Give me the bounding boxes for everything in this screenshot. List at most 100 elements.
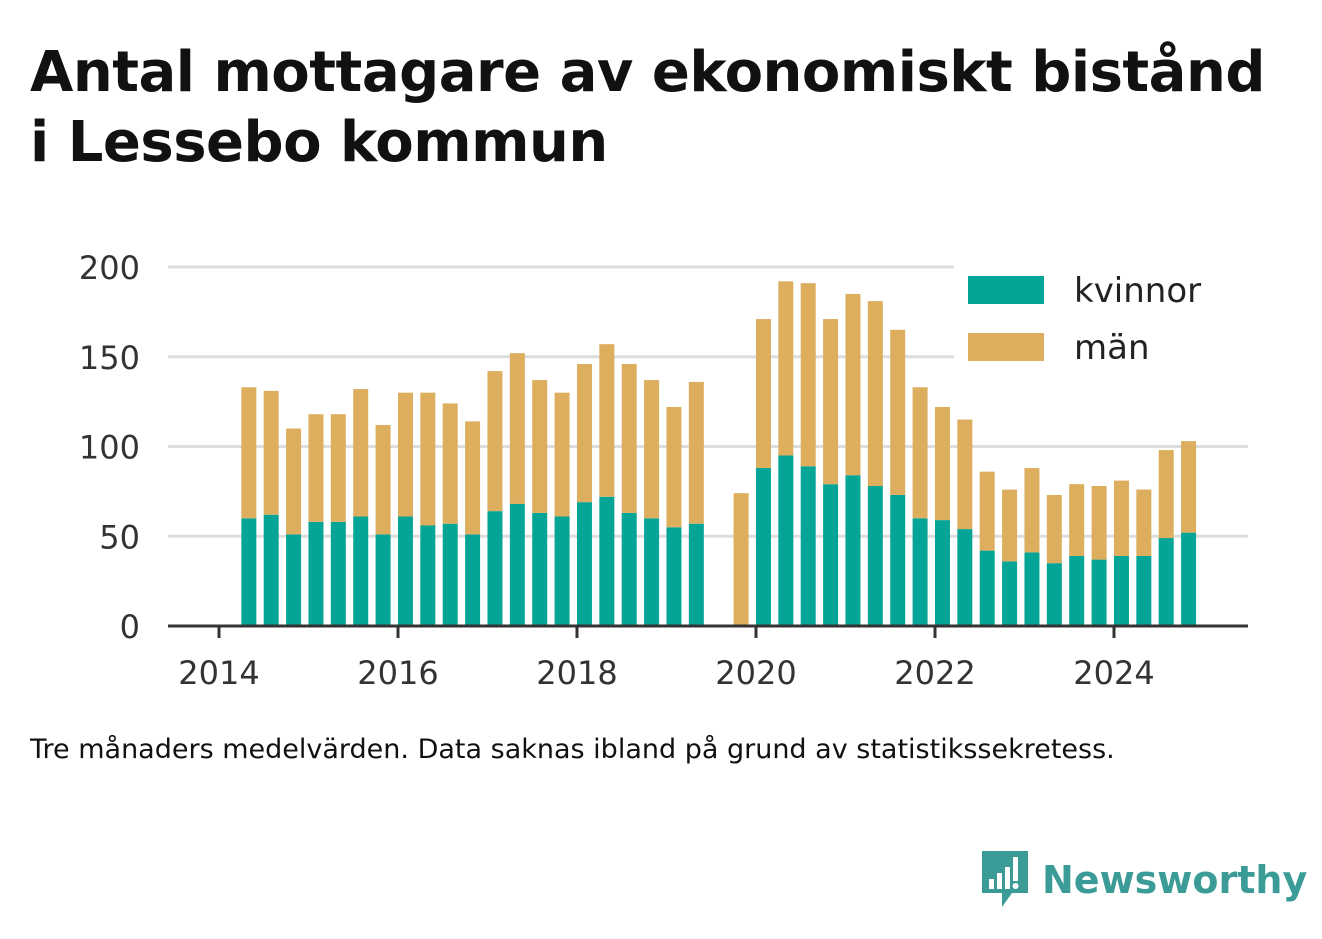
bar-man bbox=[1136, 489, 1152, 556]
bar-man bbox=[778, 281, 794, 456]
bar-kvinnor bbox=[1024, 552, 1040, 626]
brand: Newsworthy bbox=[980, 848, 1307, 912]
stacked-bar-chart: 0 50 100 150 200 2014 2016 2018 2020 2022 2024 kv… bbox=[79, 249, 1254, 692]
bar-kvinnor bbox=[867, 485, 883, 626]
bar-kvinnor bbox=[1002, 561, 1018, 626]
bar-man bbox=[1024, 468, 1040, 553]
x-tick-label: 2016 bbox=[357, 654, 438, 692]
bar-man bbox=[957, 419, 973, 530]
bar-man bbox=[576, 363, 592, 503]
bar-man bbox=[666, 407, 682, 528]
bar-man bbox=[442, 403, 458, 524]
bar-kvinnor bbox=[263, 514, 279, 626]
bar-man bbox=[1113, 480, 1129, 556]
bar-man bbox=[308, 414, 324, 522]
bar-kvinnor bbox=[375, 534, 391, 626]
bar-man bbox=[330, 414, 346, 522]
bar-kvinnor bbox=[800, 466, 816, 626]
bar-man bbox=[1158, 450, 1174, 539]
footnote: Tre månaders medelvärden. Data saknas ib… bbox=[30, 734, 1115, 765]
bar-kvinnor bbox=[1046, 563, 1062, 626]
chart-title-line-1: Antal mottagare av ekonomiskt bistånd bbox=[30, 40, 1265, 105]
chart-title-line-2: i Lessebo kommun bbox=[30, 110, 608, 175]
bar-man bbox=[823, 319, 839, 485]
bar-man bbox=[1091, 485, 1107, 560]
bar-kvinnor bbox=[487, 511, 503, 626]
bar-kvinnor bbox=[1091, 559, 1107, 626]
bar-man bbox=[241, 387, 257, 519]
bar-man bbox=[599, 344, 615, 497]
x-tick-label: 2024 bbox=[1073, 654, 1154, 692]
bar-kvinnor bbox=[912, 518, 928, 626]
legend-label-kvinnor: kvinnor bbox=[1074, 271, 1201, 311]
legend: kvinnor män bbox=[954, 260, 1254, 370]
legend-swatch-kvinnor bbox=[968, 276, 1044, 304]
bar-man bbox=[487, 371, 503, 512]
bar-man bbox=[912, 387, 928, 519]
bar-kvinnor bbox=[465, 534, 481, 626]
bar-kvinnor bbox=[644, 518, 660, 626]
chart-title: Antal mottagare av ekonomiskt bistånd i … bbox=[30, 38, 1300, 178]
bar-man bbox=[934, 407, 950, 521]
bar-kvinnor bbox=[330, 521, 346, 626]
bar-man bbox=[375, 424, 391, 535]
bar-kvinnor bbox=[1069, 555, 1085, 626]
bar-man bbox=[1069, 484, 1085, 556]
legend-swatch-man bbox=[968, 333, 1044, 361]
bar-kvinnor bbox=[890, 494, 906, 626]
bar-kvinnor bbox=[532, 512, 548, 626]
bar-man bbox=[733, 493, 749, 626]
bar-man bbox=[979, 471, 995, 551]
bar-kvinnor bbox=[957, 529, 973, 626]
bar-man bbox=[867, 301, 883, 486]
brand-name: Newsworthy bbox=[1042, 858, 1308, 902]
bar-kvinnor bbox=[308, 521, 324, 626]
bar-man bbox=[554, 392, 570, 517]
y-axis-tick-labels: 0 50 100 150 200 bbox=[79, 249, 140, 646]
bar-kvinnor bbox=[286, 534, 302, 626]
bar-man bbox=[509, 353, 525, 504]
bar-kvinnor bbox=[1136, 555, 1152, 626]
bar-man bbox=[688, 381, 704, 524]
bar-kvinnor bbox=[576, 502, 592, 626]
bar-kvinnor bbox=[241, 518, 257, 626]
bar-man bbox=[755, 319, 771, 469]
bar-kvinnor bbox=[420, 525, 436, 626]
bar-man bbox=[465, 421, 481, 535]
bar-kvinnor bbox=[1181, 532, 1197, 626]
y-tick-label: 200 bbox=[79, 249, 140, 287]
bar-man bbox=[532, 380, 548, 513]
bar-man bbox=[890, 329, 906, 495]
bar-kvinnor bbox=[778, 455, 794, 626]
y-tick-label: 100 bbox=[79, 429, 140, 467]
bar-kvinnor bbox=[1158, 538, 1174, 626]
bar-kvinnor bbox=[755, 468, 771, 626]
bar-kvinnor bbox=[554, 516, 570, 626]
bar-man bbox=[1002, 489, 1018, 562]
bar-man bbox=[845, 293, 861, 476]
legend-label-man: män bbox=[1074, 328, 1150, 368]
x-tick-label: 2018 bbox=[536, 654, 617, 692]
bar-kvinnor bbox=[442, 523, 458, 626]
bar-kvinnor bbox=[397, 516, 413, 626]
bar-man bbox=[621, 363, 637, 513]
bar-kvinnor bbox=[979, 550, 995, 626]
bar-kvinnor bbox=[599, 496, 615, 626]
newsworthy-logo-icon bbox=[982, 851, 1028, 907]
bar-kvinnor bbox=[688, 523, 704, 626]
bar-man bbox=[353, 389, 369, 517]
bar-man bbox=[420, 392, 436, 526]
bar-kvinnor bbox=[666, 527, 682, 626]
bars bbox=[241, 281, 1197, 626]
y-tick-label: 150 bbox=[79, 339, 140, 377]
bar-kvinnor bbox=[1113, 555, 1129, 626]
bar-kvinnor bbox=[934, 520, 950, 626]
bar-man bbox=[800, 283, 816, 467]
x-axis: 2014 2016 2018 2020 2022 2024 bbox=[168, 624, 1248, 692]
bar-kvinnor bbox=[509, 503, 525, 626]
x-tick-label: 2014 bbox=[178, 654, 259, 692]
bar-kvinnor bbox=[621, 512, 637, 626]
bar-man bbox=[1046, 494, 1062, 564]
x-tick-label: 2020 bbox=[715, 654, 796, 692]
x-tick-label: 2022 bbox=[894, 654, 975, 692]
